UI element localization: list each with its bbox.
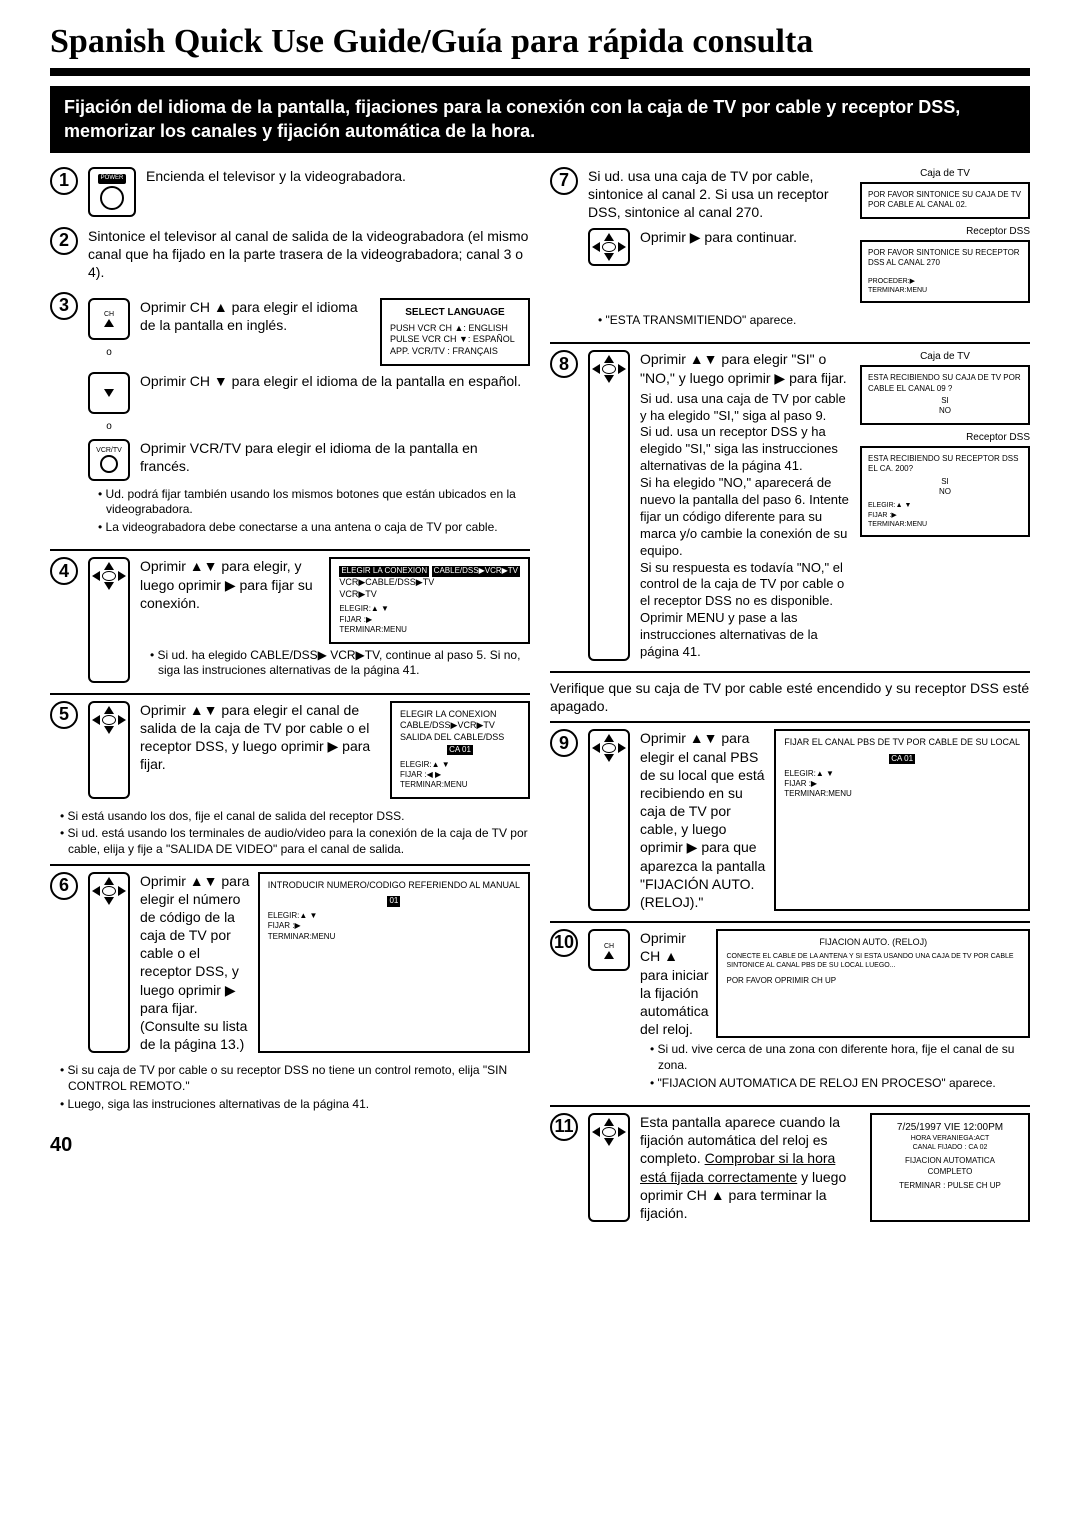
power-button-icon: POWER — [88, 167, 136, 217]
step-num: 4 — [50, 557, 78, 585]
verify-note: Verifique que su caja de TV por cable es… — [550, 679, 1030, 715]
step-6: 6 Oprimir ▲▼ para elegir el número de có… — [50, 872, 530, 1054]
step-10: 10 CH Oprimir CH ▲ para iniciar la fijac… — [550, 929, 1030, 1095]
osd-label: Receptor DSS — [860, 431, 1030, 444]
step-11: 11 Esta pantalla aparece cuando la fijac… — [550, 1113, 1030, 1222]
step-num: 1 — [50, 167, 78, 195]
step-num: 11 — [550, 1113, 578, 1141]
step-text: Oprimir ▲▼ para elegir "SI" o "NO," y lu… — [640, 350, 852, 386]
step-bullets: "ESTA TRANSMITIENDO" aparece. — [588, 313, 1030, 329]
step-num: 9 — [550, 729, 578, 757]
step-text: Oprimir ▲▼ para elegir el canal de salid… — [140, 701, 382, 799]
ch-up-button-icon: CH — [88, 298, 130, 340]
step-9: 9 Oprimir ▲▼ para elegir el canal PBS de… — [550, 729, 1030, 911]
step-num: 7 — [550, 167, 578, 195]
step-5: 5 Oprimir ▲▼ para elegir el canal de sal… — [50, 701, 530, 799]
step-bullets: Si está usando los dos, fije el canal de… — [50, 809, 530, 858]
step-text: Sintonice el televisor al canal de salid… — [88, 227, 530, 282]
step-8: 8 Oprimir ▲▼ para elegir "SI" o "NO," y … — [550, 350, 1030, 661]
o-label: o — [106, 346, 112, 359]
osd-select-language: SELECT LANGUAGE PUSH VCR CH ▲: ENGLISH P… — [380, 298, 530, 366]
step-text: Oprimir ▲▼ para elegir el número de códi… — [140, 872, 250, 1054]
step-7: 7 Si ud. usa una caja de TV por cable, s… — [550, 167, 1030, 332]
nav-button-icon — [588, 350, 630, 661]
step-4: 4 Oprimir ▲▼ para elegir, y luego oprimi… — [50, 557, 530, 682]
o-label: o — [106, 420, 112, 433]
osd-label: Receptor DSS — [860, 225, 1030, 238]
ch-up-button-icon: CH — [588, 929, 630, 971]
osd-dss-confirm: ESTA RECIBIENDO SU RECEPTOR DSS EL CA. 2… — [860, 446, 1030, 537]
osd-label: Caja de TV — [860, 350, 1030, 363]
step-text: Oprimir ▶ para continuar. — [640, 228, 797, 246]
osd-label: Caja de TV — [860, 167, 1030, 180]
step-num: 5 — [50, 701, 78, 729]
step-bullets: Ud. podrá fijar también usando los mismo… — [88, 487, 530, 536]
step-num: 2 — [50, 227, 78, 255]
step-text: Oprimir CH ▲ para elegir el idioma de la… — [140, 298, 370, 334]
osd-cable-confirm: ESTA RECIBIENDO SU CAJA DE TV POR CABLE … — [860, 365, 1030, 425]
step-body-text: Si ud. usa una caja de TV por cable y ha… — [640, 391, 852, 661]
vcrtv-button-icon: VCR/TV — [88, 439, 130, 481]
nav-button-icon — [588, 228, 630, 266]
page-number: 40 — [50, 1132, 530, 1158]
nav-button-icon — [588, 1113, 630, 1222]
step-text: Oprimir CH ▼ para elegir el idioma de la… — [140, 372, 521, 390]
step-text: Esta pantalla aparece cuando la fijación… — [640, 1113, 862, 1222]
step-text: Oprimir VCR/TV para elegir el idioma de … — [140, 439, 530, 475]
nav-button-icon — [88, 872, 130, 1054]
rule — [50, 68, 1030, 76]
step-bullets: Si su caja de TV por cable o su receptor… — [50, 1063, 530, 1112]
nav-button-icon — [588, 729, 630, 911]
page-title: Spanish Quick Use Guide/Guía para rápida… — [50, 20, 1030, 64]
osd-connection: ELEGIR LA CONEXION CABLE/DSS▶VCR▶TV VCR▶… — [329, 557, 530, 643]
osd-auto-clock: FIJACION AUTO. (RELOJ) CONECTE EL CABLE … — [716, 929, 1030, 1038]
step-num: 6 — [50, 872, 78, 900]
step-num: 3 — [50, 292, 78, 320]
step-num: 10 — [550, 929, 578, 957]
step-bullets: Si ud. vive cerca de una zona con difere… — [640, 1042, 1030, 1091]
step-text: Encienda el televisor y la videograbador… — [146, 167, 530, 217]
step-1: 1 POWER Encienda el televisor y la video… — [50, 167, 530, 217]
osd-pbs: FIJAR EL CANAL PBS DE TV POR CABLE DE SU… — [774, 729, 1030, 911]
nav-button-icon — [88, 557, 130, 682]
step-3: 3 CH o Oprimir CH ▲ para elegir el idiom… — [50, 292, 530, 540]
osd-code: INTRODUCIR NUMERO/CODIGO REFERIENDO AL M… — [258, 872, 530, 1054]
osd-dss: POR FAVOR SINTONICE SU RECEPTOR DSS AL C… — [860, 240, 1030, 303]
step-text: Oprimir ▲▼ para elegir el canal PBS de s… — [640, 729, 766, 911]
step-text: Oprimir CH ▲ para iniciar la fijación au… — [640, 929, 708, 1038]
osd-cable-box: POR FAVOR SINTONICE SU CAJA DE TV POR CA… — [860, 182, 1030, 219]
osd-clock-set: 7/25/1997 VIE 12:00PM HORA VERANIEGA:ACT… — [870, 1113, 1030, 1222]
step-text: Oprimir ▲▼ para elegir, y luego oprimir … — [140, 557, 321, 643]
step-num: 8 — [550, 350, 578, 378]
step-2: 2 Sintonice el televisor al canal de sal… — [50, 227, 530, 282]
step-text: Si ud. usa una caja de TV por cable, sin… — [588, 167, 852, 222]
ch-down-button-icon — [88, 372, 130, 414]
step-bullets: Si ud. ha elegido CABLE/DSS▶ VCR▶TV, con… — [140, 648, 530, 679]
osd-channel: ELEGIR LA CONEXION CABLE/DSS▶VCR▶TV SALI… — [390, 701, 530, 799]
section-banner: Fijación del idioma de la pantalla, fija… — [50, 86, 1030, 153]
nav-button-icon — [88, 701, 130, 799]
